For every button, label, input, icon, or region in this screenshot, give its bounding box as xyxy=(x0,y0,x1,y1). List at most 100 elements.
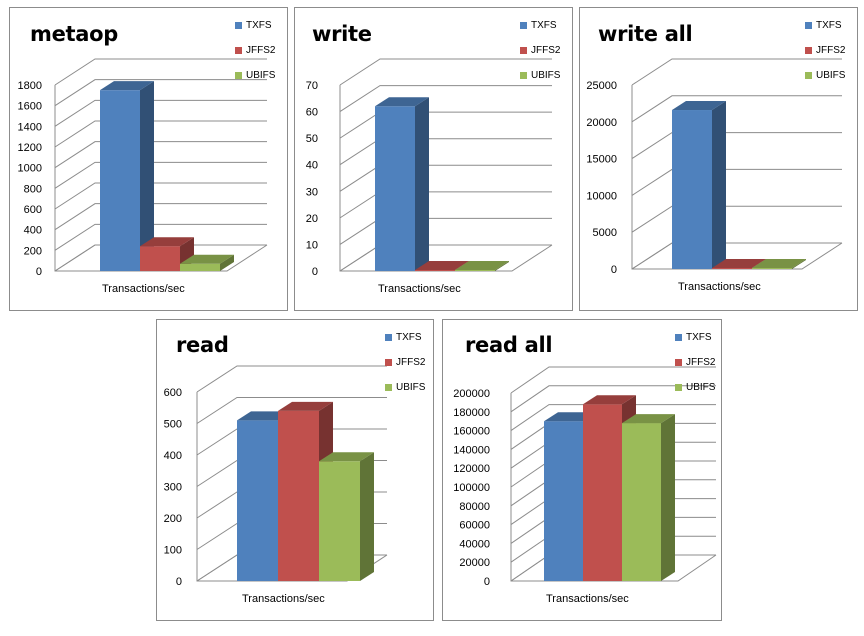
legend-label: JFFS2 xyxy=(816,44,846,56)
bar-front xyxy=(319,461,360,581)
bar-top xyxy=(583,395,636,405)
chart-plot-metaop: 0 200 400 600 800 1000 1200 1400 1600 1800 xyxy=(18,58,268,278)
y-tick-label: 500 xyxy=(164,419,182,431)
legend-swatch xyxy=(675,333,682,341)
bar-txfs xyxy=(375,97,429,271)
gridline xyxy=(54,120,267,148)
legend-label: JFFS2 xyxy=(531,44,561,56)
x-axis-label: Transactions/sec xyxy=(546,593,629,605)
bar-side xyxy=(661,414,675,581)
y-tick-label: 20000 xyxy=(586,117,617,129)
chart-plot-read: 0 100 200 300 400 500 600 xyxy=(164,365,388,588)
legend-label: TXFS xyxy=(531,19,557,31)
legend-swatch xyxy=(805,46,812,54)
bar-top xyxy=(712,259,766,268)
y-tick-label: 40000 xyxy=(459,538,490,550)
y-tick-label: 20000 xyxy=(459,557,490,569)
gridline xyxy=(54,79,267,107)
gridline xyxy=(510,366,716,394)
legend-item-jffs2: JFFS2 xyxy=(520,43,560,57)
y-tick-label: 120000 xyxy=(453,463,490,475)
y-tick-label: 40 xyxy=(306,160,318,172)
legend-swatch xyxy=(385,383,392,391)
y-tick-label: 200 xyxy=(24,245,42,257)
bar-top xyxy=(180,254,234,264)
legend-swatch xyxy=(385,358,392,366)
legend-item-ubifs: UBIFS xyxy=(520,68,560,82)
y-tick-label: 0 xyxy=(484,576,490,588)
y-tick-label: 0 xyxy=(176,576,182,588)
legend-item-txfs: TXFS xyxy=(805,18,845,32)
legend-label: TXFS xyxy=(246,19,272,31)
legend-swatch xyxy=(520,71,527,79)
x-axis-label: Transactions/sec xyxy=(678,281,761,293)
bar-front xyxy=(237,420,278,581)
gridline xyxy=(54,161,267,189)
legend-item-txfs: TXFS xyxy=(235,18,275,32)
bar-side xyxy=(712,101,726,269)
chart-legend: TXFS JFFS2 UBIFS xyxy=(675,330,715,405)
chart-panel-write-all: 0 5000 10000 15000 20000 25000 write all Tran… xyxy=(579,7,858,311)
y-tick-label: 5000 xyxy=(593,227,617,239)
chart-panel-read-all: 0 20000 40000 60000 80000 100000 120000 140000 1… xyxy=(442,319,722,621)
y-tick-label: 25000 xyxy=(586,80,617,92)
bar-ubifs xyxy=(752,259,806,269)
bar-ubifs xyxy=(319,452,374,581)
bar-front xyxy=(140,246,180,271)
legend-item-ubifs: UBIFS xyxy=(675,380,715,394)
y-tick-label: 400 xyxy=(164,450,182,462)
y-tick-label: 180000 xyxy=(453,407,490,419)
gridline xyxy=(631,95,842,123)
bar-front xyxy=(375,106,415,271)
legend-label: JFFS2 xyxy=(246,44,276,56)
y-tick-label: 100 xyxy=(164,545,182,557)
y-tick-label: 1400 xyxy=(18,121,42,133)
bar-top xyxy=(455,261,509,270)
legend-item-txfs: TXFS xyxy=(385,330,425,344)
bar-front xyxy=(622,423,661,581)
chart-title: write all xyxy=(598,22,693,46)
gridline xyxy=(631,132,842,160)
gridline xyxy=(339,111,552,139)
legend-item-jffs2: JFFS2 xyxy=(235,43,275,57)
y-tick-label: 15000 xyxy=(586,154,617,166)
chart-legend: TXFS JFFS2 UBIFS xyxy=(805,18,845,93)
legend-item-txfs: TXFS xyxy=(520,18,560,32)
bar-txfs xyxy=(100,81,154,272)
chart-legend: TXFS JFFS2 UBIFS xyxy=(235,18,275,93)
legend-item-txfs: TXFS xyxy=(675,330,715,344)
legend-item-jffs2: JFFS2 xyxy=(385,355,425,369)
y-tick-label: 100000 xyxy=(453,482,490,494)
y-tick-label: 800 xyxy=(24,183,42,195)
chart-title: read all xyxy=(465,333,553,357)
y-tick-label: 400 xyxy=(24,225,42,237)
y-tick-label: 50 xyxy=(306,133,318,145)
bar-ubifs xyxy=(622,414,675,581)
y-tick-label: 1600 xyxy=(18,101,42,113)
chart-title: write xyxy=(312,22,372,46)
legend-label: TXFS xyxy=(396,331,422,343)
gridline xyxy=(631,168,842,196)
bar-front xyxy=(672,110,712,269)
y-tick-label: 0 xyxy=(312,266,318,278)
bar-side xyxy=(415,97,429,271)
y-tick-label: 1800 xyxy=(18,80,42,92)
gridline xyxy=(196,365,387,393)
y-tick-label: 600 xyxy=(164,387,182,399)
bar-top xyxy=(415,261,469,270)
legend-label: UBIFS xyxy=(816,69,846,81)
chart-plot-read-all: 0 20000 40000 60000 80000 100000 120000 140000 1… xyxy=(453,366,717,588)
legend-swatch xyxy=(805,71,812,79)
y-tick-label: 60000 xyxy=(459,520,490,532)
legend-label: TXFS xyxy=(686,331,712,343)
bar-side xyxy=(220,254,234,271)
legend-item-ubifs: UBIFS xyxy=(235,68,275,82)
bar-front xyxy=(752,268,792,269)
legend-swatch xyxy=(675,383,682,391)
bar-top xyxy=(278,401,333,411)
bar-front xyxy=(278,410,319,581)
y-tick-label: 140000 xyxy=(453,444,490,456)
bar-front xyxy=(544,421,583,581)
gridline xyxy=(54,223,267,251)
legend-item-ubifs: UBIFS xyxy=(805,68,845,82)
